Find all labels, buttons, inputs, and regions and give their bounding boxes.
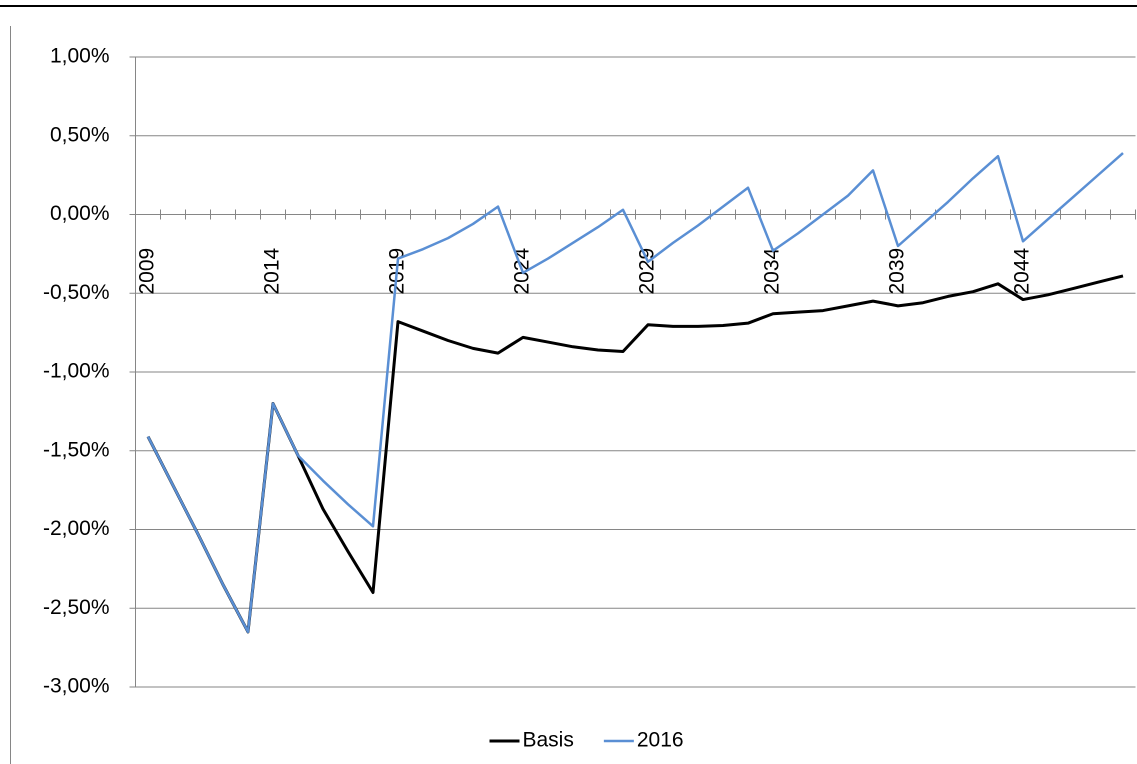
x-tick-label: 2014 <box>261 247 284 294</box>
y-tick-label: -0,50% <box>43 281 110 304</box>
y-tick-label: -1,50% <box>43 438 110 461</box>
y-tick-label: -2,00% <box>43 517 110 540</box>
x-tick-label: 2029 <box>636 248 659 295</box>
y-tick-label: 0,00% <box>50 202 110 225</box>
x-tick-label: 2044 <box>1011 247 1034 294</box>
line-series <box>146 152 1124 634</box>
legend-label: Basis <box>523 729 574 752</box>
y-tick-label: -2,50% <box>43 596 110 619</box>
x-tick-label: 2034 <box>761 247 784 294</box>
legend-label: 2016 <box>637 729 684 752</box>
y-tick-label: 0,50% <box>50 123 110 146</box>
x-tick-label: 2009 <box>136 248 159 295</box>
x-tick-label: 2039 <box>886 248 909 295</box>
y-tick-label: -3,00% <box>43 675 110 698</box>
line-series <box>146 274 1124 634</box>
y-tick-label: 1,00% <box>50 45 110 68</box>
y-tick-label: -1,00% <box>43 360 110 383</box>
